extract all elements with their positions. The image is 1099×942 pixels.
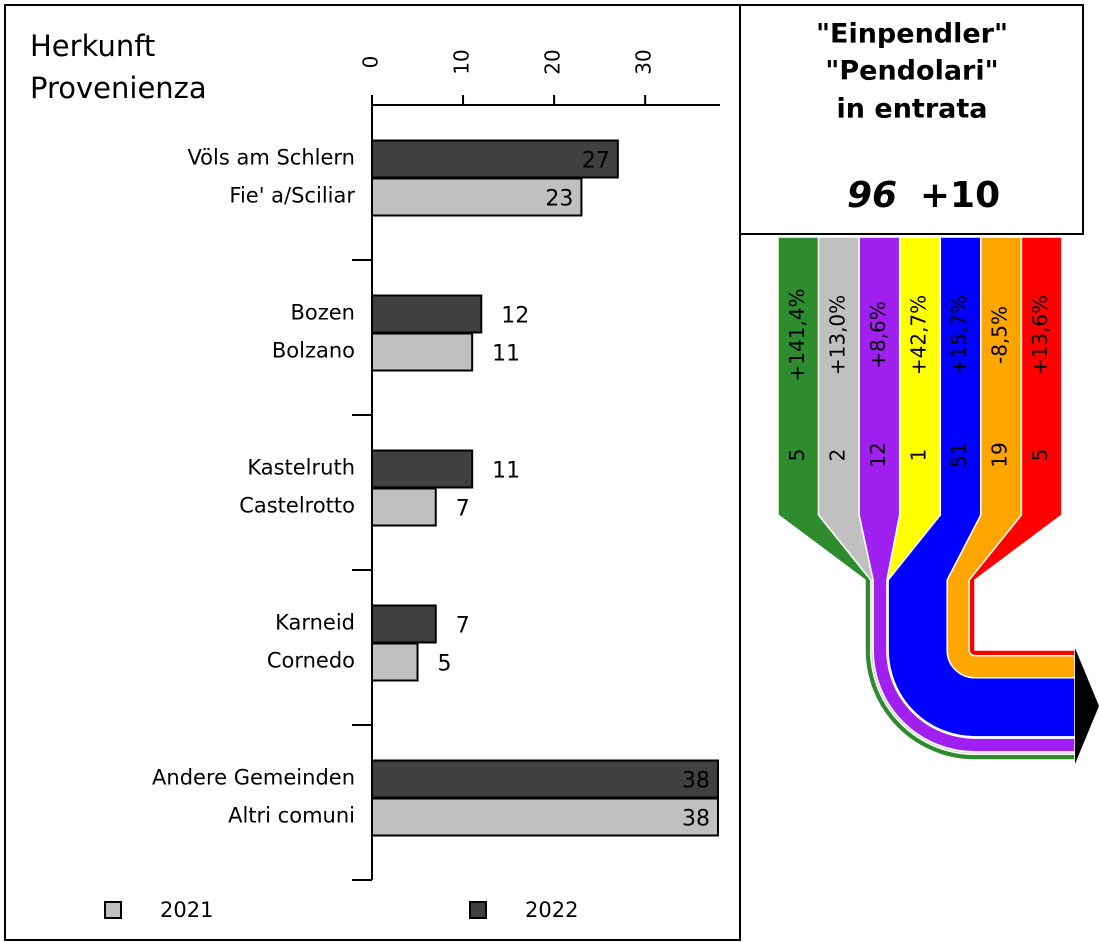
x-tick-label: 20 (541, 49, 565, 74)
data-label: 7 (456, 497, 470, 522)
bar (371, 177, 583, 217)
stream-value: 12 (866, 442, 890, 467)
flow-stream (968, 236, 1076, 657)
stream-change: +42,7% (907, 295, 931, 375)
bar (371, 797, 719, 837)
bar (371, 487, 437, 527)
stream-value: 19 (988, 442, 1012, 467)
stream-change: -8,5% (988, 306, 1012, 364)
flow-arrow (1075, 648, 1099, 764)
x-tick-label: 0 (359, 56, 383, 69)
data-label: 11 (492, 342, 520, 367)
bar (371, 294, 483, 334)
flow-title: "Pendolari" (825, 56, 998, 87)
legend-swatch (104, 901, 122, 919)
legend-swatch (469, 901, 487, 919)
category-label: Bozen (290, 301, 355, 325)
data-label: 38 (682, 769, 710, 794)
category-label: Castelrotto (239, 494, 355, 518)
stream-change: +8,6% (866, 301, 890, 369)
legend-label: 2021 (160, 898, 213, 922)
stream-change: +13,6% (1028, 295, 1052, 375)
data-label: 7 (456, 614, 470, 639)
bar (371, 332, 474, 372)
data-label: 11 (492, 459, 520, 484)
flow-total: 96 (847, 175, 897, 216)
flow-title-box (739, 4, 1084, 235)
bar (371, 139, 619, 179)
stream-change: +13,0% (825, 295, 849, 375)
category-label: Karneid (275, 611, 355, 635)
category-label: Völs am Schlern (187, 146, 355, 170)
category-axis-label: Provenienza (30, 71, 207, 105)
flow-title: "Einpendler" (816, 19, 1008, 50)
category-label: Altri comuni (228, 804, 355, 828)
data-label: 27 (582, 149, 610, 174)
category-axis-label: Herkunft (30, 29, 155, 63)
data-label: 23 (545, 187, 573, 212)
stream-value: 2 (825, 449, 849, 462)
category-label: Cornedo (267, 649, 355, 673)
legend-label: 2022 (525, 898, 578, 922)
stream-value: 51 (947, 442, 971, 467)
x-tick-label: 30 (632, 49, 656, 74)
data-label: 38 (682, 807, 710, 832)
bar (371, 604, 437, 644)
category-label: Kastelruth (247, 456, 355, 480)
bar (371, 642, 419, 682)
x-tick-label: 10 (450, 49, 474, 74)
stream-value: 5 (785, 449, 809, 462)
category-label: Bolzano (272, 339, 355, 363)
flow-title: in entrata (837, 94, 988, 125)
stream-change: +141,4% (785, 288, 809, 381)
stream-value: 5 (1028, 449, 1052, 462)
category-label: Fie' a/Sciliar (229, 184, 355, 208)
flow-change: +10 (920, 175, 1000, 216)
data-label: 5 (438, 652, 452, 677)
category-label: Andere Gemeinden (152, 766, 355, 790)
stream-change: +15,7% (947, 295, 971, 375)
stream-value: 1 (907, 449, 931, 462)
bar (371, 759, 719, 799)
bar (371, 449, 474, 489)
bar-panel (4, 4, 741, 941)
data-label: 12 (501, 304, 529, 329)
